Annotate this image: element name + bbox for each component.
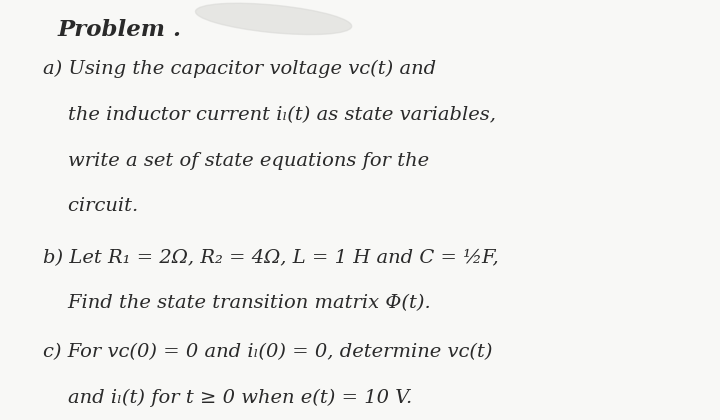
Text: write a set of state equations for the: write a set of state equations for the	[43, 152, 429, 170]
Text: Find the state transition matrix Φ(t).: Find the state transition matrix Φ(t).	[43, 294, 431, 312]
Text: Problem .: Problem .	[58, 19, 181, 41]
Text: b) Let R₁ = 2Ω, R₂ = 4Ω, L = 1 H and C = ½F,: b) Let R₁ = 2Ω, R₂ = 4Ω, L = 1 H and C =…	[43, 249, 499, 267]
Text: c) For vᴄ(0) = 0 and iₗ(0) = 0, determine vᴄ(t): c) For vᴄ(0) = 0 and iₗ(0) = 0, determin…	[43, 344, 492, 362]
Text: the inductor current iₗ(t) as state variables,: the inductor current iₗ(t) as state vari…	[43, 106, 496, 124]
Text: and iₗ(t) for t ≥ 0 when e(t) = 10 V.: and iₗ(t) for t ≥ 0 when e(t) = 10 V.	[43, 389, 413, 407]
Ellipse shape	[196, 3, 351, 34]
Text: circuit.: circuit.	[43, 197, 138, 215]
Text: a) Using the capacitor voltage vᴄ(t) and: a) Using the capacitor voltage vᴄ(t) and	[43, 60, 436, 78]
